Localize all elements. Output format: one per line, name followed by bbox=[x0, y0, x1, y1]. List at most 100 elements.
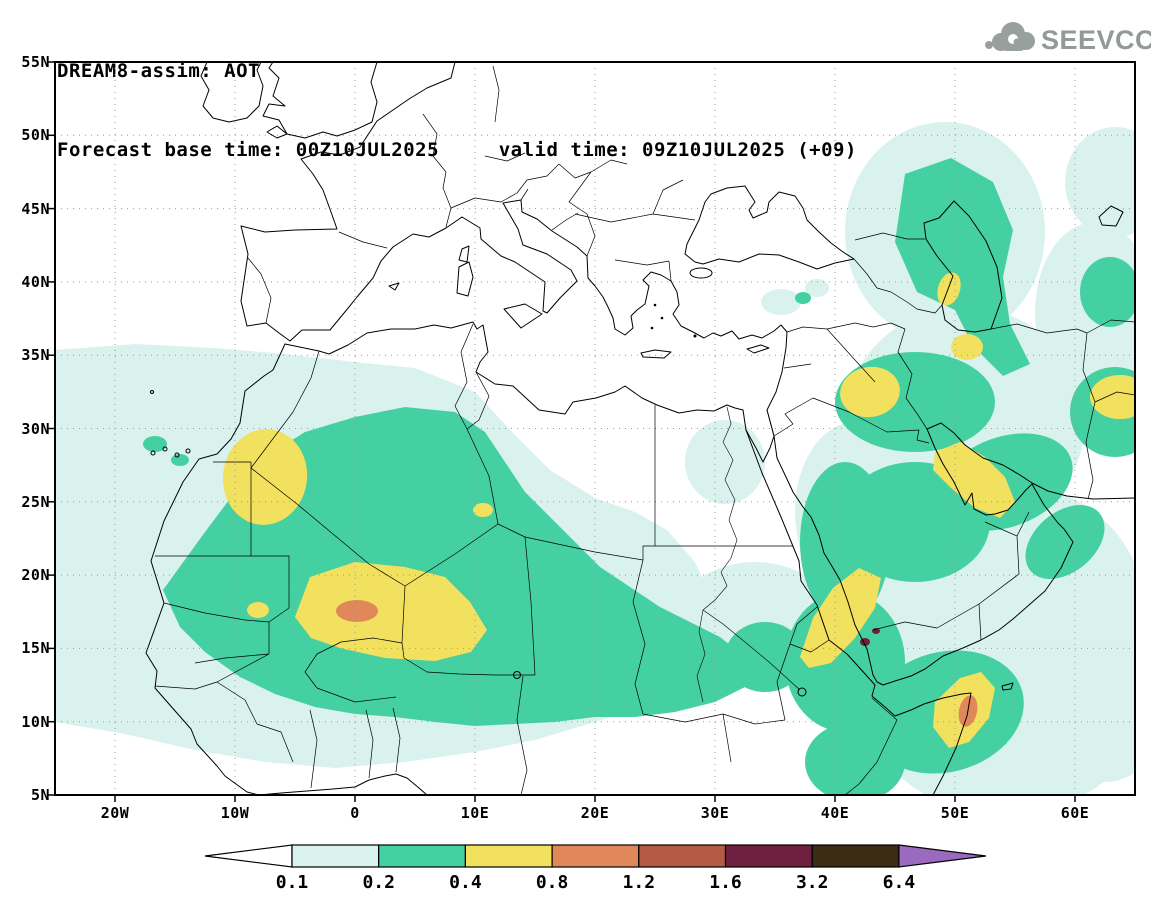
colorbar-bin bbox=[638, 844, 727, 868]
y-axis-label: 55N bbox=[21, 53, 50, 71]
y-axis-label: 50N bbox=[21, 126, 50, 145]
map-panel bbox=[48, 61, 1136, 802]
colorbar-under-arrow bbox=[204, 844, 293, 868]
aot-region-04-08 bbox=[473, 503, 493, 517]
lake-tana bbox=[797, 687, 807, 697]
x-axis-label: 0 bbox=[350, 804, 360, 822]
aot-region-02-04 bbox=[895, 158, 1030, 376]
nile-river bbox=[696, 406, 801, 703]
colorbar-label: 0.8 bbox=[536, 872, 569, 893]
x-axis-label: 60E bbox=[1060, 804, 1090, 822]
island-crete bbox=[640, 349, 672, 359]
coastline-marmara-sea bbox=[689, 267, 713, 279]
y-axis-label: 35N bbox=[21, 346, 50, 365]
graticule bbox=[55, 62, 1135, 795]
colorbar-legend: 0.1 0.2 0.4 0.8 1.2 1.6 3.2 6.4 bbox=[140, 836, 1040, 904]
seevccc-logo: SEEVCCC bbox=[981, 12, 1165, 62]
aot-region-04-08 bbox=[295, 562, 487, 661]
island-canary bbox=[162, 446, 168, 452]
y-axis-label: 40N bbox=[21, 272, 50, 291]
x-axis-label: 30E bbox=[700, 804, 730, 822]
island-madeira bbox=[150, 390, 154, 394]
coastline-black-sea bbox=[684, 185, 855, 270]
logo-text: SEEVCCC bbox=[1041, 25, 1151, 55]
aot-region-02-04 bbox=[171, 454, 189, 466]
x-axis-label: 50E bbox=[940, 804, 970, 822]
aot-region-04-08 bbox=[1090, 375, 1135, 419]
aot-region-08-12 bbox=[336, 600, 378, 622]
page-title: DREAM8-assim: AOT bbox=[57, 60, 260, 83]
island-dot-aegean bbox=[660, 316, 664, 320]
cloud-icon bbox=[985, 22, 1035, 51]
aot-region-04-08 bbox=[937, 272, 961, 306]
colorbar-bin bbox=[724, 844, 813, 868]
aot-region-04-08 bbox=[222, 429, 308, 525]
aot-region-04-08 bbox=[951, 334, 983, 360]
colorbar-label: 0.2 bbox=[362, 872, 395, 893]
coastline-aral bbox=[1098, 205, 1124, 227]
aot-fill-regions bbox=[55, 122, 1135, 795]
colorbar-label: 0.1 bbox=[276, 872, 309, 893]
aot-region-02-04 bbox=[725, 622, 805, 692]
island-sicily bbox=[503, 303, 543, 329]
coastline-caspian-sea bbox=[923, 200, 1003, 333]
colorbar-label: 3.2 bbox=[796, 872, 829, 893]
x-axis-label: 40E bbox=[820, 804, 850, 822]
colorbar-bin bbox=[378, 844, 466, 868]
country-borders-europe bbox=[247, 65, 696, 324]
island-dot-rhodes bbox=[693, 334, 697, 338]
colorbar-label: 1.2 bbox=[623, 872, 656, 893]
island-sardinia bbox=[456, 261, 474, 297]
coastlines bbox=[145, 62, 1135, 795]
x-axis-label: 10W bbox=[220, 804, 250, 822]
island-dot-aegean bbox=[653, 303, 657, 307]
colorbar-label: 1.6 bbox=[709, 872, 742, 893]
colorbar-label: 6.4 bbox=[883, 872, 916, 893]
country-borders bbox=[154, 65, 1135, 795]
aot-region-01-02 bbox=[685, 420, 765, 504]
island-canary bbox=[150, 450, 156, 456]
y-axis-label: 15N bbox=[21, 639, 50, 658]
aot-region-02-04 bbox=[1025, 505, 1105, 579]
country-borders-middle-east bbox=[766, 232, 1135, 641]
colorbar-bin bbox=[811, 844, 900, 868]
island-cyprus bbox=[746, 344, 770, 354]
aot-region-01-02 bbox=[1065, 127, 1135, 237]
x-axis-label: 20E bbox=[580, 804, 610, 822]
island-canary bbox=[174, 452, 180, 458]
coastline-north-africa bbox=[284, 321, 744, 415]
coastline-britain-ireland bbox=[200, 62, 378, 139]
coastline-red-sea-horn bbox=[745, 429, 972, 795]
figure-header: DREAM8-assim: AOT Forecast base time: 00… bbox=[57, 8, 857, 215]
aot-region-01-02 bbox=[761, 289, 801, 315]
coastline-iran-south bbox=[926, 422, 1135, 500]
y-axis-label: 30N bbox=[21, 419, 50, 438]
x-axis-label: 10E bbox=[460, 804, 490, 822]
colorbar-bin bbox=[291, 844, 380, 868]
aot-region-01-02 bbox=[805, 279, 829, 297]
colorbar-bin bbox=[464, 844, 553, 868]
y-axis-label: 5N bbox=[30, 786, 50, 804]
forecast-time-subtitle: Forecast base time: 00Z10JUL2025 valid t… bbox=[57, 139, 857, 162]
country-borders-africa bbox=[154, 323, 898, 795]
axis-ticks bbox=[48, 61, 1076, 802]
y-axis-label: 10N bbox=[21, 712, 50, 731]
aot-region-04-08 bbox=[247, 602, 269, 618]
island-socotra bbox=[1001, 682, 1014, 691]
aot-region-04-08 bbox=[800, 568, 881, 668]
y-axis-label: 45N bbox=[21, 199, 50, 218]
island-mallorca bbox=[388, 282, 400, 291]
coastline-west-africa bbox=[145, 343, 428, 795]
aot-region-04-08 bbox=[933, 442, 1015, 518]
colorbar-bin bbox=[551, 844, 640, 868]
aot-region-02-04 bbox=[805, 722, 905, 795]
island-dot-aegean bbox=[650, 326, 654, 330]
x-axis-label: 20W bbox=[100, 804, 130, 822]
colorbar: 0.1 0.2 0.4 0.8 1.2 1.6 3.2 6.4 bbox=[204, 844, 986, 893]
coastline-south-europe bbox=[240, 199, 672, 342]
coastline-west-europe bbox=[240, 62, 456, 233]
aot-region-02-04 bbox=[143, 436, 167, 452]
island-canary bbox=[185, 448, 191, 454]
y-axis-label: 25N bbox=[21, 492, 50, 511]
